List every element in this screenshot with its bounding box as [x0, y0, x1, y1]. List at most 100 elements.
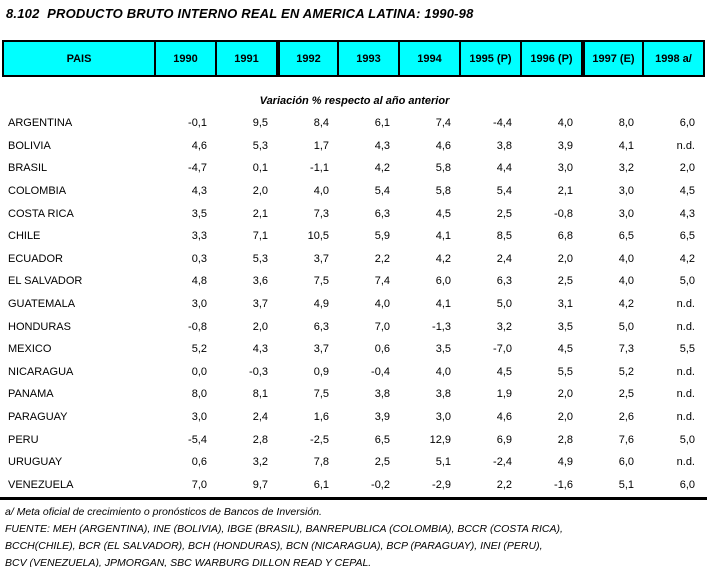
- table-row: EL SALVADOR 4,8 3,6 7,5 7,4 6,0 6,3 2,5 4,0 5,0: [2, 270, 705, 293]
- value-cell: 2,4: [252, 411, 268, 424]
- value-cell: 6,1: [374, 117, 390, 130]
- column-header-1992: 1992: [276, 42, 337, 75]
- value-cell: 6,0: [618, 456, 634, 469]
- value-cell: 4,0: [313, 185, 329, 198]
- value-cell: 10,5: [307, 230, 329, 243]
- table-row: BOLIVIA 4,6 5,3 1,7 4,3 4,6 3,8 3,9 4,1 n.d.: [2, 135, 705, 158]
- footnotes: a/ Meta oficial de crecimiento o pronóst…: [5, 504, 705, 567]
- value-cell: 3,7: [313, 343, 329, 356]
- value-cell: -0,4: [371, 365, 390, 378]
- value-cell: 7,8: [313, 456, 329, 469]
- value-cell: 4,9: [313, 298, 329, 311]
- column-header-1991: 1991: [215, 42, 276, 75]
- value-cell: n.d.: [676, 411, 695, 424]
- value-cell: 7,0: [191, 478, 207, 491]
- footnote-line: BCCH(CHILE), BCR (EL SALVADOR), BCH (HON…: [5, 540, 543, 552]
- value-cell: 3,8: [496, 139, 512, 152]
- table-subtitle: Variación % respecto al año anterior: [259, 95, 450, 107]
- value-cell: 2,2: [496, 478, 512, 491]
- value-cell: 6,5: [618, 230, 634, 243]
- value-cell: 4,0: [435, 365, 451, 378]
- value-cell: 2,0: [252, 320, 268, 333]
- value-cell: 5,3: [252, 252, 268, 265]
- table-row: NICARAGUA 0,0 -0,3 0,9 -0,4 4,0 4,5 5,5 5,2 n.d.: [2, 361, 705, 384]
- table-row: GUATEMALA 3,0 3,7 4,9 4,0 4,1 5,0 3,1 4,2 n.d.: [2, 293, 705, 316]
- value-cell: 8,0: [618, 117, 634, 130]
- value-cell: 5,2: [618, 365, 634, 378]
- value-cell: -1,6: [554, 478, 573, 491]
- country-cell: URUGUAY: [8, 456, 63, 469]
- country-cell: NICARAGUA: [8, 365, 74, 378]
- value-cell: 5,5: [679, 343, 695, 356]
- table-title: 8.102 PRODUCTO BRUTO INTERNO REAL EN AME…: [6, 6, 474, 21]
- value-cell: 12,9: [429, 433, 451, 446]
- value-cell: -0,1: [188, 117, 207, 130]
- column-header-1998-a: 1998 a/: [642, 42, 703, 75]
- value-cell: 5,0: [618, 320, 634, 333]
- value-cell: 3,3: [191, 230, 207, 243]
- value-cell: 6,0: [679, 478, 695, 491]
- value-cell: 9,7: [252, 478, 268, 491]
- value-cell: 2,8: [557, 433, 573, 446]
- table-row: PANAMA 8,0 8,1 7,5 3,8 3,8 1,9 2,0 2,5 n.d.: [2, 383, 705, 406]
- country-cell: CHILE: [8, 230, 41, 243]
- value-cell: 4,1: [435, 298, 451, 311]
- value-cell: 3,2: [618, 162, 634, 175]
- table-row: CHILE 3,3 7,1 10,5 5,9 4,1 8,5 6,8 6,5 6,5: [2, 225, 705, 248]
- value-cell: 3,0: [557, 162, 573, 175]
- value-cell: 4,1: [435, 230, 451, 243]
- table-row: ARGENTINA -0,1 9,5 8,4 6,1 7,4 -4,4 4,0 8,0 6,0: [2, 112, 705, 135]
- value-cell: 6,5: [679, 230, 695, 243]
- column-header-1990: 1990: [154, 42, 215, 75]
- value-cell: 2,0: [557, 252, 573, 265]
- footer-divider: [0, 497, 707, 500]
- value-cell: 5,1: [618, 478, 634, 491]
- country-cell: PARAGUAY: [8, 411, 68, 424]
- value-cell: 7,5: [313, 388, 329, 401]
- value-cell: 6,3: [496, 275, 512, 288]
- value-cell: 2,4: [496, 252, 512, 265]
- value-cell: -0,2: [371, 478, 390, 491]
- value-cell: 6,0: [435, 275, 451, 288]
- table-row: HONDURAS -0,8 2,0 6,3 7,0 -1,3 3,2 3,5 5,0 n.d.: [2, 315, 705, 338]
- value-cell: 3,9: [374, 411, 390, 424]
- value-cell: 4,0: [618, 275, 634, 288]
- value-cell: 6,0: [679, 117, 695, 130]
- value-cell: 6,5: [374, 433, 390, 446]
- value-cell: 5,8: [435, 162, 451, 175]
- value-cell: 4,0: [557, 117, 573, 130]
- value-cell: -0,3: [249, 365, 268, 378]
- table-row: PARAGUAY 3,0 2,4 1,6 3,9 3,0 4,6 2,0 2,6 n.d.: [2, 406, 705, 429]
- value-cell: 4,0: [618, 252, 634, 265]
- value-cell: 3,9: [557, 139, 573, 152]
- country-cell: ARGENTINA: [8, 117, 73, 130]
- footnote-line: FUENTE: MEH (ARGENTINA), INE (BOLIVIA), …: [5, 523, 563, 535]
- table-row: MEXICO 5,2 4,3 3,7 0,6 3,5 -7,0 4,5 7,3 5,5: [2, 338, 705, 361]
- value-cell: 4,6: [435, 139, 451, 152]
- value-cell: 6,8: [557, 230, 573, 243]
- value-cell: 6,3: [313, 320, 329, 333]
- value-cell: 4,3: [252, 343, 268, 356]
- table-row: ECUADOR 0,3 5,3 3,7 2,2 4,2 2,4 2,0 4,0 4,2: [2, 248, 705, 271]
- value-cell: 3,7: [313, 252, 329, 265]
- value-cell: 5,5: [557, 365, 573, 378]
- value-cell: 0,6: [374, 343, 390, 356]
- value-cell: 7,1: [252, 230, 268, 243]
- value-cell: 7,3: [618, 343, 634, 356]
- value-cell: 3,0: [618, 207, 634, 220]
- value-cell: -0,8: [188, 320, 207, 333]
- value-cell: 2,2: [374, 252, 390, 265]
- value-cell: 5,0: [679, 433, 695, 446]
- value-cell: 3,6: [252, 275, 268, 288]
- table-row: PERU -5,4 2,8 -2,5 6,5 12,9 6,9 2,8 7,6 5,0: [2, 428, 705, 451]
- value-cell: 3,0: [435, 411, 451, 424]
- country-cell: COSTA RICA: [8, 207, 74, 220]
- column-header-pais: PAIS: [66, 52, 92, 65]
- value-cell: 2,6: [618, 411, 634, 424]
- column-header-1997-e: 1997 (E): [581, 42, 642, 75]
- value-cell: 1,7: [313, 139, 329, 152]
- value-cell: 3,0: [191, 298, 207, 311]
- country-cell: ECUADOR: [8, 252, 64, 265]
- value-cell: 0,9: [313, 365, 329, 378]
- value-cell: -1,3: [432, 320, 451, 333]
